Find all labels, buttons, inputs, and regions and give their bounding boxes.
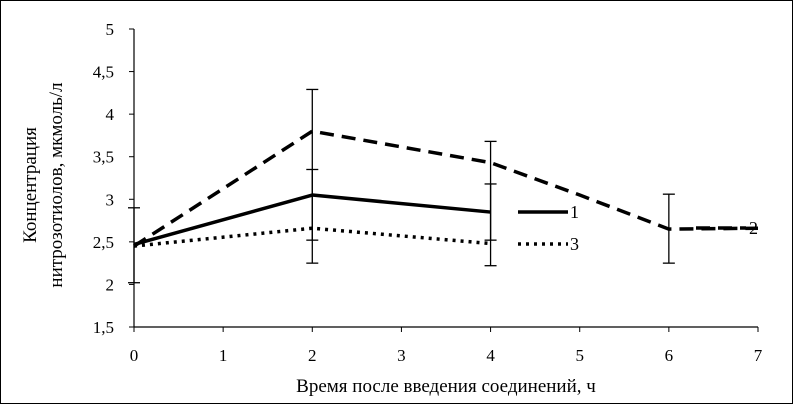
y-tick-label: 2 bbox=[106, 275, 115, 294]
x-tick-label: 0 bbox=[130, 346, 139, 365]
x-tick-label: 4 bbox=[486, 346, 495, 365]
axes: 1,5 2 2,5 3 3,5 4 4,5 5 0 1 2 3 4 5 6 7 bbox=[93, 20, 763, 365]
y-tick-label: 3 bbox=[106, 190, 115, 209]
x-tick-label: 1 bbox=[219, 346, 228, 365]
y-tick-label: 3,5 bbox=[93, 148, 114, 167]
error-bars bbox=[128, 88, 675, 284]
series-2-line bbox=[133, 129, 759, 248]
y-tick-label: 1,5 bbox=[93, 318, 114, 337]
y-tick-label: 4 bbox=[106, 105, 115, 124]
legend-1-label: 1 bbox=[570, 202, 579, 222]
y-tick-label: 2,5 bbox=[93, 233, 114, 252]
x-tick-label: 6 bbox=[665, 346, 674, 365]
x-tick-label: 5 bbox=[575, 346, 584, 365]
legend: 1 2 3 bbox=[518, 202, 758, 254]
x-tick-label: 2 bbox=[308, 346, 317, 365]
x-tick-label: 3 bbox=[397, 346, 406, 365]
y-tick-label: 4,5 bbox=[93, 63, 114, 82]
series-3-line bbox=[133, 226, 491, 248]
y-axis-title-line1: Концентрация bbox=[20, 127, 41, 243]
series-lines bbox=[133, 129, 759, 248]
y-tick-label: 5 bbox=[106, 20, 115, 39]
legend-2-label: 2 bbox=[749, 218, 758, 238]
y-axis-title-line2: нитрозотиолов, мкмоль/л bbox=[46, 82, 67, 288]
legend-3-label: 3 bbox=[570, 234, 579, 254]
x-axis-title: Время после введения соединений, ч bbox=[296, 376, 596, 397]
series-1-line bbox=[133, 193, 491, 247]
x-tick-label: 7 bbox=[754, 346, 763, 365]
